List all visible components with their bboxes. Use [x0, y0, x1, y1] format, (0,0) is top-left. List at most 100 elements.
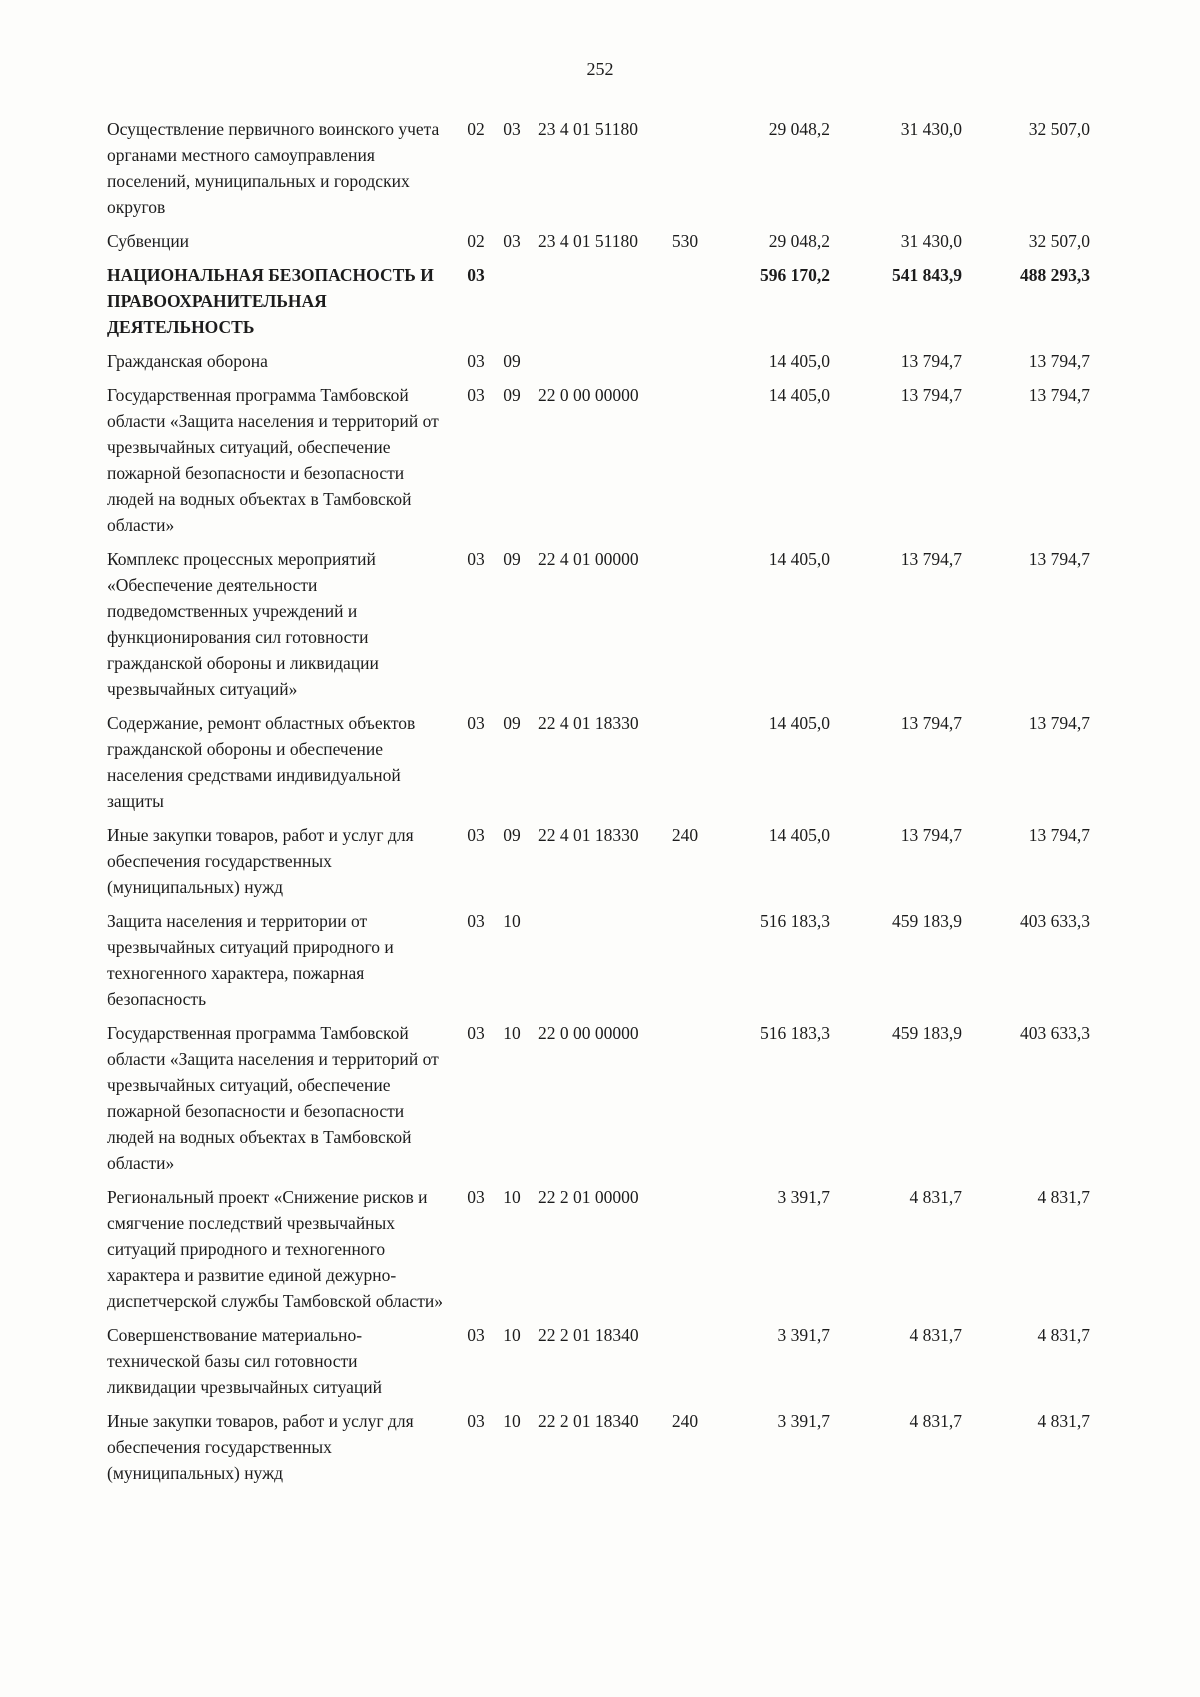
- cell-subsection-code: 10: [503, 911, 521, 931]
- table-row: Государственная программа Тамбовской обл…: [107, 1020, 1090, 1176]
- cell-amount-year2: 13 794,7: [900, 825, 962, 845]
- cell-amount-year3: 4 831,7: [1037, 1411, 1091, 1431]
- cell-amount-year2: 31 430,0: [900, 119, 962, 139]
- table-row: Совершенствование материально-техническо…: [107, 1322, 1090, 1400]
- cell-program-code: 22 4 01 00000: [538, 549, 639, 569]
- cell-amount-year1: 3 391,7: [777, 1325, 831, 1345]
- cell-program-code: 22 0 00 00000: [538, 1023, 639, 1043]
- cell-subsection-code: 03: [503, 119, 521, 139]
- cell-amount-year1: 14 405,0: [768, 713, 830, 733]
- table-row: Гражданская оборона 03 09 14 405,0 13 79…: [107, 348, 1090, 374]
- row-name: Государственная программа Тамбовской обл…: [107, 385, 439, 535]
- table-row: Комплекс процессных мероприятий «Обеспеч…: [107, 546, 1090, 702]
- page-number: 252: [586, 59, 614, 79]
- cell-amount-year3: 13 794,7: [1028, 549, 1090, 569]
- cell-amount-year3: 32 507,0: [1028, 231, 1090, 251]
- cell-expense-type: 240: [671, 825, 699, 845]
- cell-amount-year1: 596 170,2: [760, 265, 830, 285]
- cell-amount-year3: 13 794,7: [1028, 825, 1090, 845]
- cell-section-code: 03: [467, 825, 485, 845]
- cell-section-code: 03: [467, 1187, 485, 1207]
- row-name: Иные закупки товаров, работ и услуг для …: [107, 825, 414, 897]
- cell-amount-year2: 13 794,7: [900, 385, 962, 405]
- cell-program-code: 22 2 01 18340: [538, 1325, 639, 1345]
- cell-amount-year3: 403 633,3: [1020, 1023, 1090, 1043]
- row-name: Иные закупки товаров, работ и услуг для …: [107, 1411, 414, 1483]
- cell-subsection-code: 03: [503, 231, 521, 251]
- cell-amount-year3: 32 507,0: [1028, 119, 1090, 139]
- cell-amount-year1: 3 391,7: [777, 1411, 831, 1431]
- row-name: НАЦИОНАЛЬНАЯ БЕЗОПАСНОСТЬ И ПРАВООХРАНИТ…: [107, 265, 434, 337]
- cell-subsection-code: 10: [503, 1187, 521, 1207]
- row-name: Совершенствование материально-техническо…: [107, 1325, 382, 1397]
- budget-table: Осуществление первичного воинского учета…: [107, 116, 1090, 1486]
- cell-amount-year2: 31 430,0: [900, 231, 962, 251]
- cell-section-code: 03: [467, 1411, 485, 1431]
- cell-section-code: 03: [467, 713, 485, 733]
- table-row: Государственная программа Тамбовской обл…: [107, 382, 1090, 538]
- cell-amount-year3: 488 293,3: [1020, 265, 1090, 285]
- table-row: Содержание, ремонт областных объектов гр…: [107, 710, 1090, 814]
- row-name: Содержание, ремонт областных объектов гр…: [107, 713, 416, 811]
- cell-subsection-code: 10: [503, 1411, 521, 1431]
- cell-amount-year3: 13 794,7: [1028, 385, 1090, 405]
- cell-amount-year3: 13 794,7: [1028, 713, 1090, 733]
- cell-amount-year1: 14 405,0: [768, 549, 830, 569]
- cell-amount-year3: 4 831,7: [1037, 1187, 1091, 1207]
- row-name: Защита населения и территории от чрезвыч…: [107, 911, 394, 1009]
- cell-section-code: 02: [467, 119, 485, 139]
- table-row: Иные закупки товаров, работ и услуг для …: [107, 822, 1090, 900]
- cell-section-code: 03: [467, 1325, 485, 1345]
- table-row: Иные закупки товаров, работ и услуг для …: [107, 1408, 1090, 1486]
- cell-amount-year2: 459 183,9: [892, 911, 962, 931]
- cell-subsection-code: 10: [503, 1325, 521, 1345]
- cell-section-code: 03: [467, 351, 485, 371]
- cell-amount-year1: 14 405,0: [768, 351, 830, 371]
- table-row: Защита населения и территории от чрезвыч…: [107, 908, 1090, 1012]
- cell-section-code: 03: [467, 265, 485, 285]
- cell-amount-year1: 14 405,0: [768, 385, 830, 405]
- cell-amount-year3: 403 633,3: [1020, 911, 1090, 931]
- cell-subsection-code: 09: [503, 713, 521, 733]
- cell-amount-year2: 13 794,7: [900, 549, 962, 569]
- cell-amount-year3: 4 831,7: [1037, 1325, 1091, 1345]
- row-name: Осуществление первичного воинского учета…: [107, 119, 440, 217]
- table-row: Региональный проект «Снижение рисков и с…: [107, 1184, 1090, 1314]
- row-name: Гражданская оборона: [107, 351, 268, 371]
- cell-expense-type: 530: [671, 231, 699, 251]
- cell-amount-year2: 13 794,7: [900, 713, 962, 733]
- row-name: Комплекс процессных мероприятий «Обеспеч…: [107, 549, 379, 699]
- cell-program-code: 22 4 01 18330: [538, 713, 639, 733]
- cell-section-code: 03: [467, 1023, 485, 1043]
- cell-amount-year1: 29 048,2: [768, 231, 830, 251]
- cell-section-code: 03: [467, 385, 485, 405]
- cell-section-code: 03: [467, 549, 485, 569]
- cell-program-code: 23 4 01 51180: [538, 231, 638, 251]
- cell-subsection-code: 10: [503, 1023, 521, 1043]
- table-row: Осуществление первичного воинского учета…: [107, 116, 1090, 220]
- cell-expense-type: 240: [671, 1411, 699, 1431]
- cell-amount-year1: 14 405,0: [768, 825, 830, 845]
- cell-section-code: 02: [467, 231, 485, 251]
- cell-amount-year1: 516 183,3: [760, 911, 830, 931]
- cell-amount-year2: 541 843,9: [892, 265, 962, 285]
- row-name: Государственная программа Тамбовской обл…: [107, 1023, 439, 1173]
- cell-amount-year1: 516 183,3: [760, 1023, 830, 1043]
- cell-section-code: 03: [467, 911, 485, 931]
- cell-amount-year1: 3 391,7: [777, 1187, 831, 1207]
- cell-amount-year2: 459 183,9: [892, 1023, 962, 1043]
- cell-program-code: 22 2 01 00000: [538, 1187, 639, 1207]
- cell-program-code: 22 4 01 18330: [538, 825, 639, 845]
- cell-program-code: 22 0 00 00000: [538, 385, 639, 405]
- cell-subsection-code: 09: [503, 385, 521, 405]
- cell-amount-year1: 29 048,2: [768, 119, 830, 139]
- cell-subsection-code: 09: [503, 351, 521, 371]
- row-name: Региональный проект «Снижение рисков и с…: [107, 1187, 443, 1311]
- cell-amount-year2: 13 794,7: [900, 351, 962, 371]
- row-name: Субвенции: [107, 231, 190, 251]
- cell-program-code: 22 2 01 18340: [538, 1411, 639, 1431]
- table-row-section-header: НАЦИОНАЛЬНАЯ БЕЗОПАСНОСТЬ И ПРАВООХРАНИТ…: [107, 262, 1090, 340]
- cell-amount-year2: 4 831,7: [909, 1325, 963, 1345]
- cell-program-code: 23 4 01 51180: [538, 119, 638, 139]
